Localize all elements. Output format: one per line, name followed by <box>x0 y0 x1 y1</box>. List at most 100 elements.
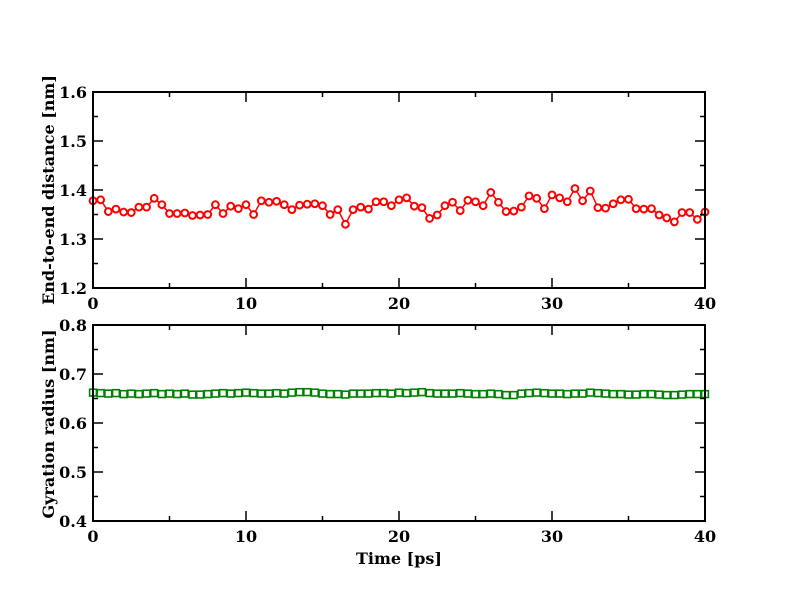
gyration-data-point <box>180 389 189 398</box>
end-to-end-data-point <box>448 197 457 207</box>
end-to-end-data-point <box>111 204 121 214</box>
gyration-marks <box>88 387 710 400</box>
end-to-end-data-point <box>279 200 289 210</box>
end-to-end-data-point <box>647 204 656 214</box>
time-xlabel: Time [ps] <box>356 549 442 568</box>
gyration-data-point <box>364 389 373 398</box>
gyration-data-point <box>486 389 495 398</box>
end-to-end-data-point <box>310 199 320 209</box>
gyration-data-point <box>234 388 243 398</box>
gyration-data-point <box>402 388 411 398</box>
gyration-data-point <box>693 389 702 399</box>
end-to-end-data-point <box>272 196 282 206</box>
end-to-end-data-point <box>302 199 312 209</box>
gyration-data-point <box>257 389 266 398</box>
gyration-data-point <box>501 390 511 400</box>
end-to-end-data-point <box>478 201 488 211</box>
gyration-data-point <box>111 388 121 398</box>
gyration-data-point <box>211 389 220 398</box>
end-to-end-data-point <box>677 208 687 217</box>
end-to-end-data-point <box>249 210 259 219</box>
end-to-end-data-point <box>624 194 633 204</box>
end-to-end-panel: 0 10 20 30 40 1.2 1.3 1.4 1.5 1.6 End-to-end dist… <box>39 75 716 313</box>
end-to-end-data-point <box>471 197 480 207</box>
end-to-end-data-point <box>692 215 702 224</box>
end-to-end-ytick-label: 1.2 <box>59 279 87 298</box>
end-to-end-ytick-label: 1.4 <box>59 181 87 200</box>
end-to-end-data-point <box>96 195 106 205</box>
gyration-data-point <box>165 389 174 398</box>
gyration-tick-labels: 0 10 20 30 40 0.4 0.5 0.6 0.7 0.8 <box>59 316 716 546</box>
gyration-data-point <box>318 389 327 398</box>
end-to-end-data-point <box>134 202 144 212</box>
gyration-data-point <box>616 389 626 399</box>
end-to-end-plot-frame <box>92 91 706 289</box>
gyration-data-point <box>142 389 151 398</box>
end-to-end-data-point <box>562 197 572 207</box>
gyration-data-point <box>639 389 649 399</box>
end-to-end-data-point <box>348 205 358 215</box>
gyration-xtick-label: 10 <box>235 527 257 546</box>
end-to-end-data-point <box>211 200 220 210</box>
end-to-end-data-point <box>172 209 182 218</box>
gyration-data-point <box>379 388 388 398</box>
gyration-data-point <box>410 388 419 397</box>
gyration-data-point <box>188 390 197 399</box>
end-to-end-data-point <box>555 193 565 203</box>
gyration-data-point <box>448 389 457 398</box>
gyration-data-point <box>463 389 473 398</box>
gyration-data-point <box>280 389 289 398</box>
end-to-end-data-point <box>126 208 136 217</box>
gyration-data-point <box>471 389 480 399</box>
gyration-ytick-label: 0.7 <box>59 365 87 384</box>
end-to-end-data-point <box>532 193 542 203</box>
end-to-end-data-point <box>517 202 526 212</box>
gyration-data-point <box>157 389 167 399</box>
gyration-plot-frame <box>92 324 706 522</box>
end-to-end-data-point <box>662 213 672 223</box>
end-to-end-data-point <box>654 210 664 220</box>
end-to-end-data-point <box>570 184 580 193</box>
end-to-end-data-point <box>241 200 251 210</box>
gyration-panel: 0 10 20 30 40 0.4 0.5 0.6 0.7 0.8 Gyration radius… <box>39 316 716 568</box>
gyration-data-point <box>249 388 258 398</box>
gyration-data-point <box>547 389 557 398</box>
gyration-data-point <box>494 389 503 399</box>
gyration-data-point <box>302 387 312 397</box>
end-to-end-data-point <box>264 197 274 207</box>
end-to-end-data-point <box>165 209 174 218</box>
gyration-data-point <box>570 389 580 398</box>
gyration-data-point <box>509 390 518 400</box>
end-to-end-data-point <box>203 210 213 219</box>
gyration-data-point <box>586 388 595 397</box>
gyration-data-point <box>264 389 274 398</box>
end-to-end-data-point <box>463 195 473 205</box>
end-to-end-ytick-label: 1.6 <box>59 83 87 102</box>
gyration-data-point <box>127 389 136 398</box>
end-to-end-data-point <box>195 210 205 220</box>
end-to-end-data-point <box>402 193 412 203</box>
end-to-end-data-point <box>639 204 649 214</box>
gyration-data-point <box>333 389 342 399</box>
end-to-end-data-point <box>333 205 343 215</box>
end-to-end-data-point <box>119 207 128 217</box>
gyration-data-point <box>555 389 564 398</box>
gyration-data-point <box>119 389 128 399</box>
gyration-data-point <box>578 389 587 398</box>
gyration-ylabel: Gyration radius [nm] <box>39 329 58 518</box>
end-to-end-data-point <box>142 202 151 212</box>
end-to-end-marks <box>88 184 710 229</box>
gyration-data-point <box>608 389 618 399</box>
end-to-end-data-point <box>157 200 167 210</box>
gyration-ytick-label: 0.6 <box>59 414 87 433</box>
end-to-end-data-point <box>318 201 327 211</box>
end-to-end-xtick-label: 30 <box>541 294 563 313</box>
end-to-end-xtick-label: 0 <box>87 294 98 313</box>
gyration-data-point <box>455 388 465 398</box>
end-to-end-ylabel: End-to-end distance [nm] <box>39 75 58 305</box>
gyration-data-point <box>425 388 434 398</box>
end-to-end-data-point <box>325 210 335 219</box>
end-to-end-data-point <box>226 201 236 211</box>
gyration-data-point <box>677 390 687 399</box>
